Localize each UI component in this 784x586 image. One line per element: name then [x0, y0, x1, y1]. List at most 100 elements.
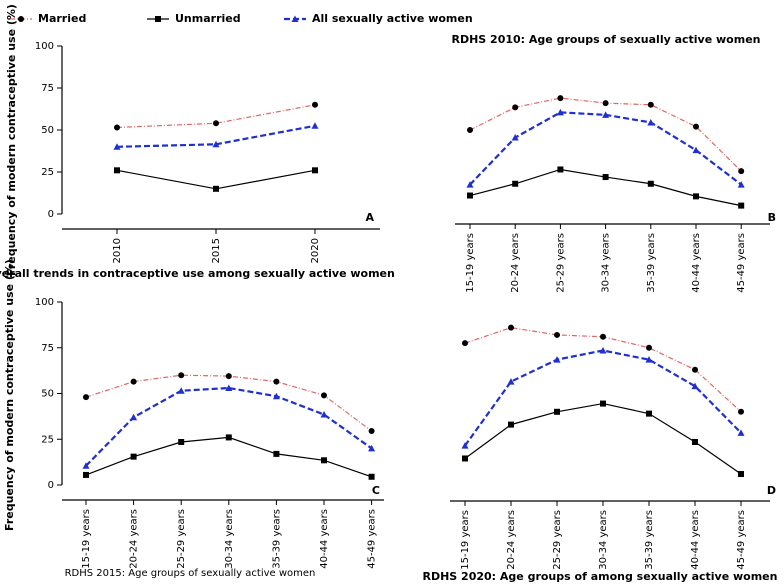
marker — [691, 382, 699, 390]
x-tick-label: 2010 — [112, 238, 123, 263]
series-line — [464, 349, 742, 447]
marker — [646, 410, 652, 417]
marker — [738, 202, 745, 209]
y-tick-label: 100 — [35, 41, 54, 52]
y-axis-label: Frequency of modern contraceptive use (%… — [5, 4, 18, 276]
marker — [600, 333, 606, 340]
x-axis-label: RDHS 2015: Age groups of sexually active… — [65, 568, 316, 579]
y-tick-label: 25 — [41, 434, 54, 445]
marker — [461, 442, 469, 449]
x-tick-label: 30-34 years — [598, 510, 609, 570]
marker — [82, 462, 90, 469]
marker — [602, 111, 610, 118]
x-tick-label: 25-29 years — [176, 509, 187, 569]
series-line — [85, 386, 373, 467]
series-line — [116, 104, 316, 129]
x-tick-label: 20-24 years — [129, 509, 140, 569]
panel-label: D — [767, 484, 776, 497]
marker — [113, 143, 121, 150]
marker — [693, 123, 699, 130]
marker — [557, 166, 564, 173]
marker — [272, 392, 280, 400]
y-tick-label: 0 — [48, 480, 54, 491]
marker — [692, 366, 698, 373]
x-tick-label: 45-49 years — [736, 233, 747, 293]
panel-label: B — [768, 211, 776, 224]
x-tick-label: 45-49 years — [736, 510, 747, 570]
marker — [512, 104, 519, 111]
x-tick-label: 2020 — [310, 238, 321, 263]
marker — [556, 108, 564, 116]
legend-marker — [18, 16, 24, 22]
marker — [600, 400, 606, 407]
marker — [467, 192, 473, 199]
x-tick-label: 25-29 years — [552, 510, 563, 570]
marker — [602, 100, 609, 107]
x-tick-label: 45-49 years — [367, 509, 378, 569]
marker — [225, 373, 232, 380]
marker — [738, 471, 744, 478]
marker — [467, 127, 473, 133]
series-line — [469, 97, 742, 172]
x-tick-label: 35-39 years — [644, 510, 655, 570]
marker — [178, 372, 185, 379]
marker — [225, 384, 233, 392]
x-tick-label: 15-19 years — [81, 509, 92, 569]
series-line — [464, 327, 742, 413]
legend-label: Unmarried — [175, 12, 241, 25]
marker — [737, 429, 745, 436]
x-tick-label: 40-44 years — [690, 510, 701, 570]
panel-label: C — [372, 484, 380, 497]
marker — [508, 324, 514, 331]
marker — [554, 408, 560, 415]
marker — [599, 346, 607, 354]
marker — [553, 356, 561, 363]
y-tick-label: 25 — [41, 167, 54, 178]
y-tick-label: 0 — [48, 209, 54, 220]
marker — [273, 378, 280, 385]
x-tick-label: 25-29 years — [555, 233, 566, 293]
marker — [507, 378, 515, 385]
marker — [114, 167, 120, 174]
marker — [312, 101, 318, 108]
legend-marker — [155, 16, 161, 22]
marker — [213, 120, 219, 127]
marker — [692, 438, 698, 445]
marker — [462, 455, 468, 462]
marker — [647, 101, 654, 108]
marker — [213, 185, 219, 192]
marker — [466, 181, 474, 188]
y-tick-label: 100 — [35, 297, 54, 308]
y-tick-label: 75 — [41, 83, 54, 94]
marker — [178, 438, 185, 445]
x-axis-label: Overall trends in contraceptive use amon… — [0, 267, 395, 280]
x-tick-label: 35-39 years — [271, 509, 282, 569]
x-tick-label: 30-34 years — [601, 233, 612, 293]
series-line — [464, 402, 742, 475]
x-axis-label: RDHS 2020: Age groups of among sexually … — [423, 570, 778, 583]
legend-label: All sexually active women — [312, 12, 473, 25]
marker — [647, 180, 654, 187]
marker — [368, 473, 375, 480]
marker — [554, 331, 560, 338]
marker — [312, 167, 318, 174]
marker — [130, 453, 137, 460]
marker — [311, 122, 319, 129]
x-tick-label: 15-19 years — [465, 233, 476, 293]
marker — [130, 378, 137, 385]
marker — [511, 134, 519, 141]
panel-label: A — [365, 211, 374, 224]
marker — [462, 340, 468, 347]
x-tick-label: 40-44 years — [319, 509, 330, 569]
marker — [177, 387, 185, 394]
marker — [130, 413, 138, 421]
y-axis-label: Frequency of modern contraceptive use (%… — [3, 259, 16, 531]
marker — [692, 146, 700, 154]
marker — [693, 193, 699, 200]
x-tick-label: 30-34 years — [224, 509, 235, 569]
y-tick-label: 50 — [41, 125, 54, 136]
marker — [83, 471, 89, 478]
marker — [512, 180, 519, 187]
